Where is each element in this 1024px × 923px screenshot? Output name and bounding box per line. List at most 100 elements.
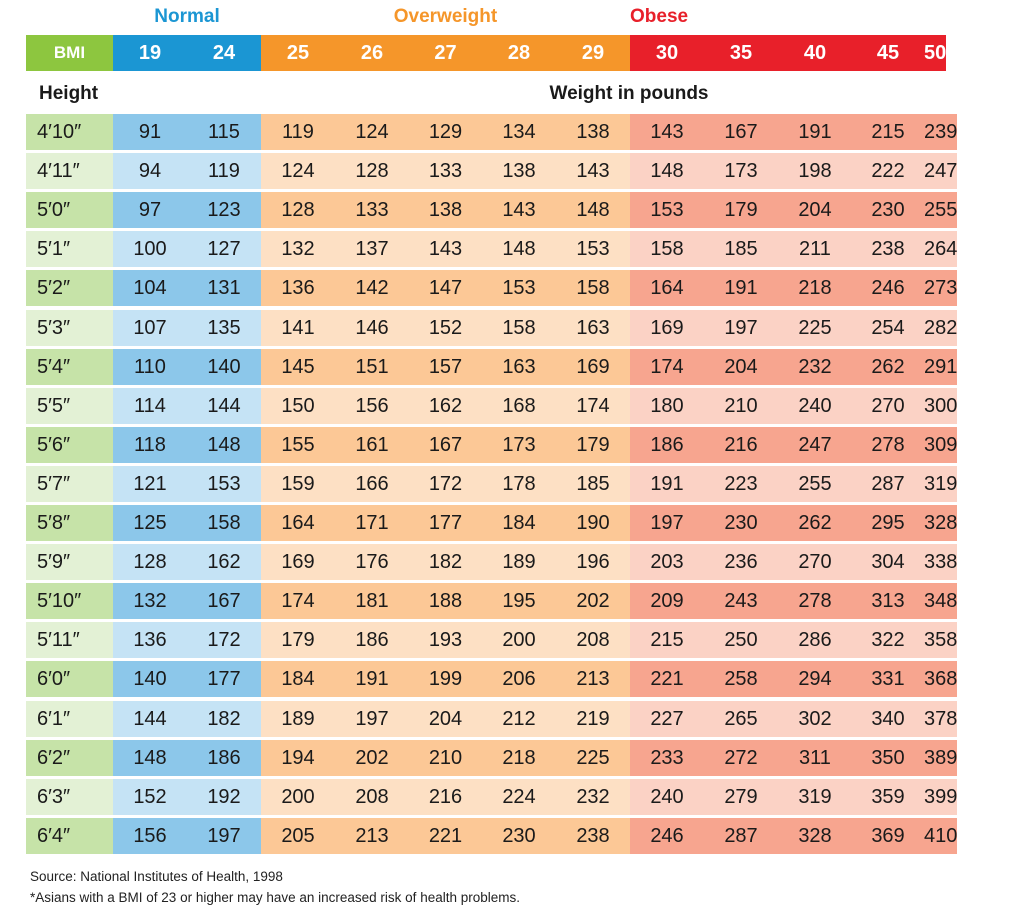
weight-cell: 168: [482, 388, 556, 424]
category-obese-label: Obese: [630, 6, 689, 27]
height-cell: 5′0″: [26, 192, 113, 228]
weight-cell: 141: [261, 310, 335, 346]
weight-cell: 319: [778, 779, 852, 815]
weight-cell: 227: [630, 701, 704, 737]
weight-cell: 254: [852, 310, 924, 346]
weight-cell: 218: [778, 270, 852, 306]
weight-cell: 163: [556, 310, 630, 346]
bmi-value-50: 50: [924, 35, 947, 71]
weight-cell: 100: [113, 231, 187, 267]
weight-cell: 181: [335, 583, 409, 619]
weight-cell: 215: [630, 622, 704, 658]
weight-cell: 197: [187, 818, 261, 854]
weight-cell: 148: [556, 192, 630, 228]
weight-cell: 270: [778, 544, 852, 580]
table-row: 4′11″ 94 119 124 128 133 138 143 148 173 198 222 247: [26, 153, 998, 189]
weight-cell: 152: [113, 779, 187, 815]
weight-cell: 282: [924, 310, 958, 346]
weight-cell: 124: [261, 153, 335, 189]
weight-cell: 278: [852, 427, 924, 463]
weight-cell: 247: [924, 153, 958, 189]
weight-cell: 225: [556, 740, 630, 776]
weight-cell: 240: [630, 779, 704, 815]
height-cell: 5′8″: [26, 505, 113, 541]
weight-cell: 369: [852, 818, 924, 854]
table-row: 6′1″ 144 182 189 197 204 212 219 227 265 302 340 378: [26, 701, 998, 737]
weight-cell: 179: [261, 622, 335, 658]
bmi-value-40: 40: [778, 35, 852, 71]
weight-cell: 218: [482, 740, 556, 776]
weight-cell: 350: [852, 740, 924, 776]
weight-cell: 287: [852, 466, 924, 502]
table-row: 5′3″ 107 135 141 146 152 158 163 169 197 225 254 282: [26, 310, 998, 346]
table-row: 5′6″ 118 148 155 161 167 173 179 186 216 247 278 309: [26, 427, 998, 463]
weight-cell: 143: [482, 192, 556, 228]
weight-cell: 174: [630, 349, 704, 385]
weight-cell: 191: [778, 114, 852, 150]
weight-cell: 174: [556, 388, 630, 424]
weight-cell: 104: [113, 270, 187, 306]
weight-cell: 143: [409, 231, 482, 267]
weight-cell: 189: [261, 701, 335, 737]
weight-cell: 262: [852, 349, 924, 385]
weight-cell: 134: [482, 114, 556, 150]
height-cell: 5′11″: [26, 622, 113, 658]
height-column-label: Height: [39, 83, 99, 104]
weight-cell: 389: [924, 740, 958, 776]
weight-cell: 151: [335, 349, 409, 385]
weight-cell: 131: [187, 270, 261, 306]
weight-cell: 152: [409, 310, 482, 346]
weight-cell: 193: [409, 622, 482, 658]
weight-cell: 311: [778, 740, 852, 776]
weight-cell: 219: [556, 701, 630, 737]
height-cell: 4′10″: [26, 114, 113, 150]
bmi-value-26: 26: [335, 35, 409, 71]
weight-cell: 182: [187, 701, 261, 737]
bmi-header-row: BMI 19 24 25 26 27 28 29 30 35 40 45 50: [26, 35, 998, 71]
weight-cell: 210: [409, 740, 482, 776]
weight-cell: 378: [924, 701, 958, 737]
height-cell: 6′1″: [26, 701, 113, 737]
weight-cell: 182: [409, 544, 482, 580]
weight-cell: 191: [335, 661, 409, 697]
height-cell: 5′7″: [26, 466, 113, 502]
weight-cell: 146: [335, 310, 409, 346]
weight-cell: 172: [409, 466, 482, 502]
height-cell: 5′1″: [26, 231, 113, 267]
weight-cell: 97: [113, 192, 187, 228]
weight-cell: 232: [778, 349, 852, 385]
weight-cell: 287: [704, 818, 778, 854]
bmi-value-45: 45: [852, 35, 924, 71]
weight-cell: 221: [630, 661, 704, 697]
weight-cell: 246: [852, 270, 924, 306]
weight-cell: 222: [852, 153, 924, 189]
weight-cell: 221: [409, 818, 482, 854]
weight-cell: 213: [556, 661, 630, 697]
weight-cell: 272: [704, 740, 778, 776]
weight-cell: 136: [113, 622, 187, 658]
weight-cell: 156: [335, 388, 409, 424]
weight-cell: 204: [778, 192, 852, 228]
table-row: 6′2″ 148 186 194 202 210 218 225 233 272 311 350 389: [26, 740, 998, 776]
weight-cell: 142: [335, 270, 409, 306]
weight-cell: 129: [409, 114, 482, 150]
weight-cell: 140: [113, 661, 187, 697]
weight-cell: 202: [335, 740, 409, 776]
weight-cell: 162: [409, 388, 482, 424]
weight-cell: 140: [187, 349, 261, 385]
weight-cell: 157: [409, 349, 482, 385]
weight-cell: 212: [482, 701, 556, 737]
weight-cell: 158: [556, 270, 630, 306]
weight-cell: 144: [187, 388, 261, 424]
weight-cell: 224: [482, 779, 556, 815]
weight-cell: 204: [409, 701, 482, 737]
weight-cell: 247: [778, 427, 852, 463]
height-cell: 6′0″: [26, 661, 113, 697]
weight-cell: 255: [778, 466, 852, 502]
weight-cell: 136: [261, 270, 335, 306]
weight-cell: 238: [556, 818, 630, 854]
weight-cell: 294: [778, 661, 852, 697]
weight-cell: 173: [704, 153, 778, 189]
table-row: 6′4″ 156 197 205 213 221 230 238 246 287 328 369 410: [26, 818, 998, 854]
